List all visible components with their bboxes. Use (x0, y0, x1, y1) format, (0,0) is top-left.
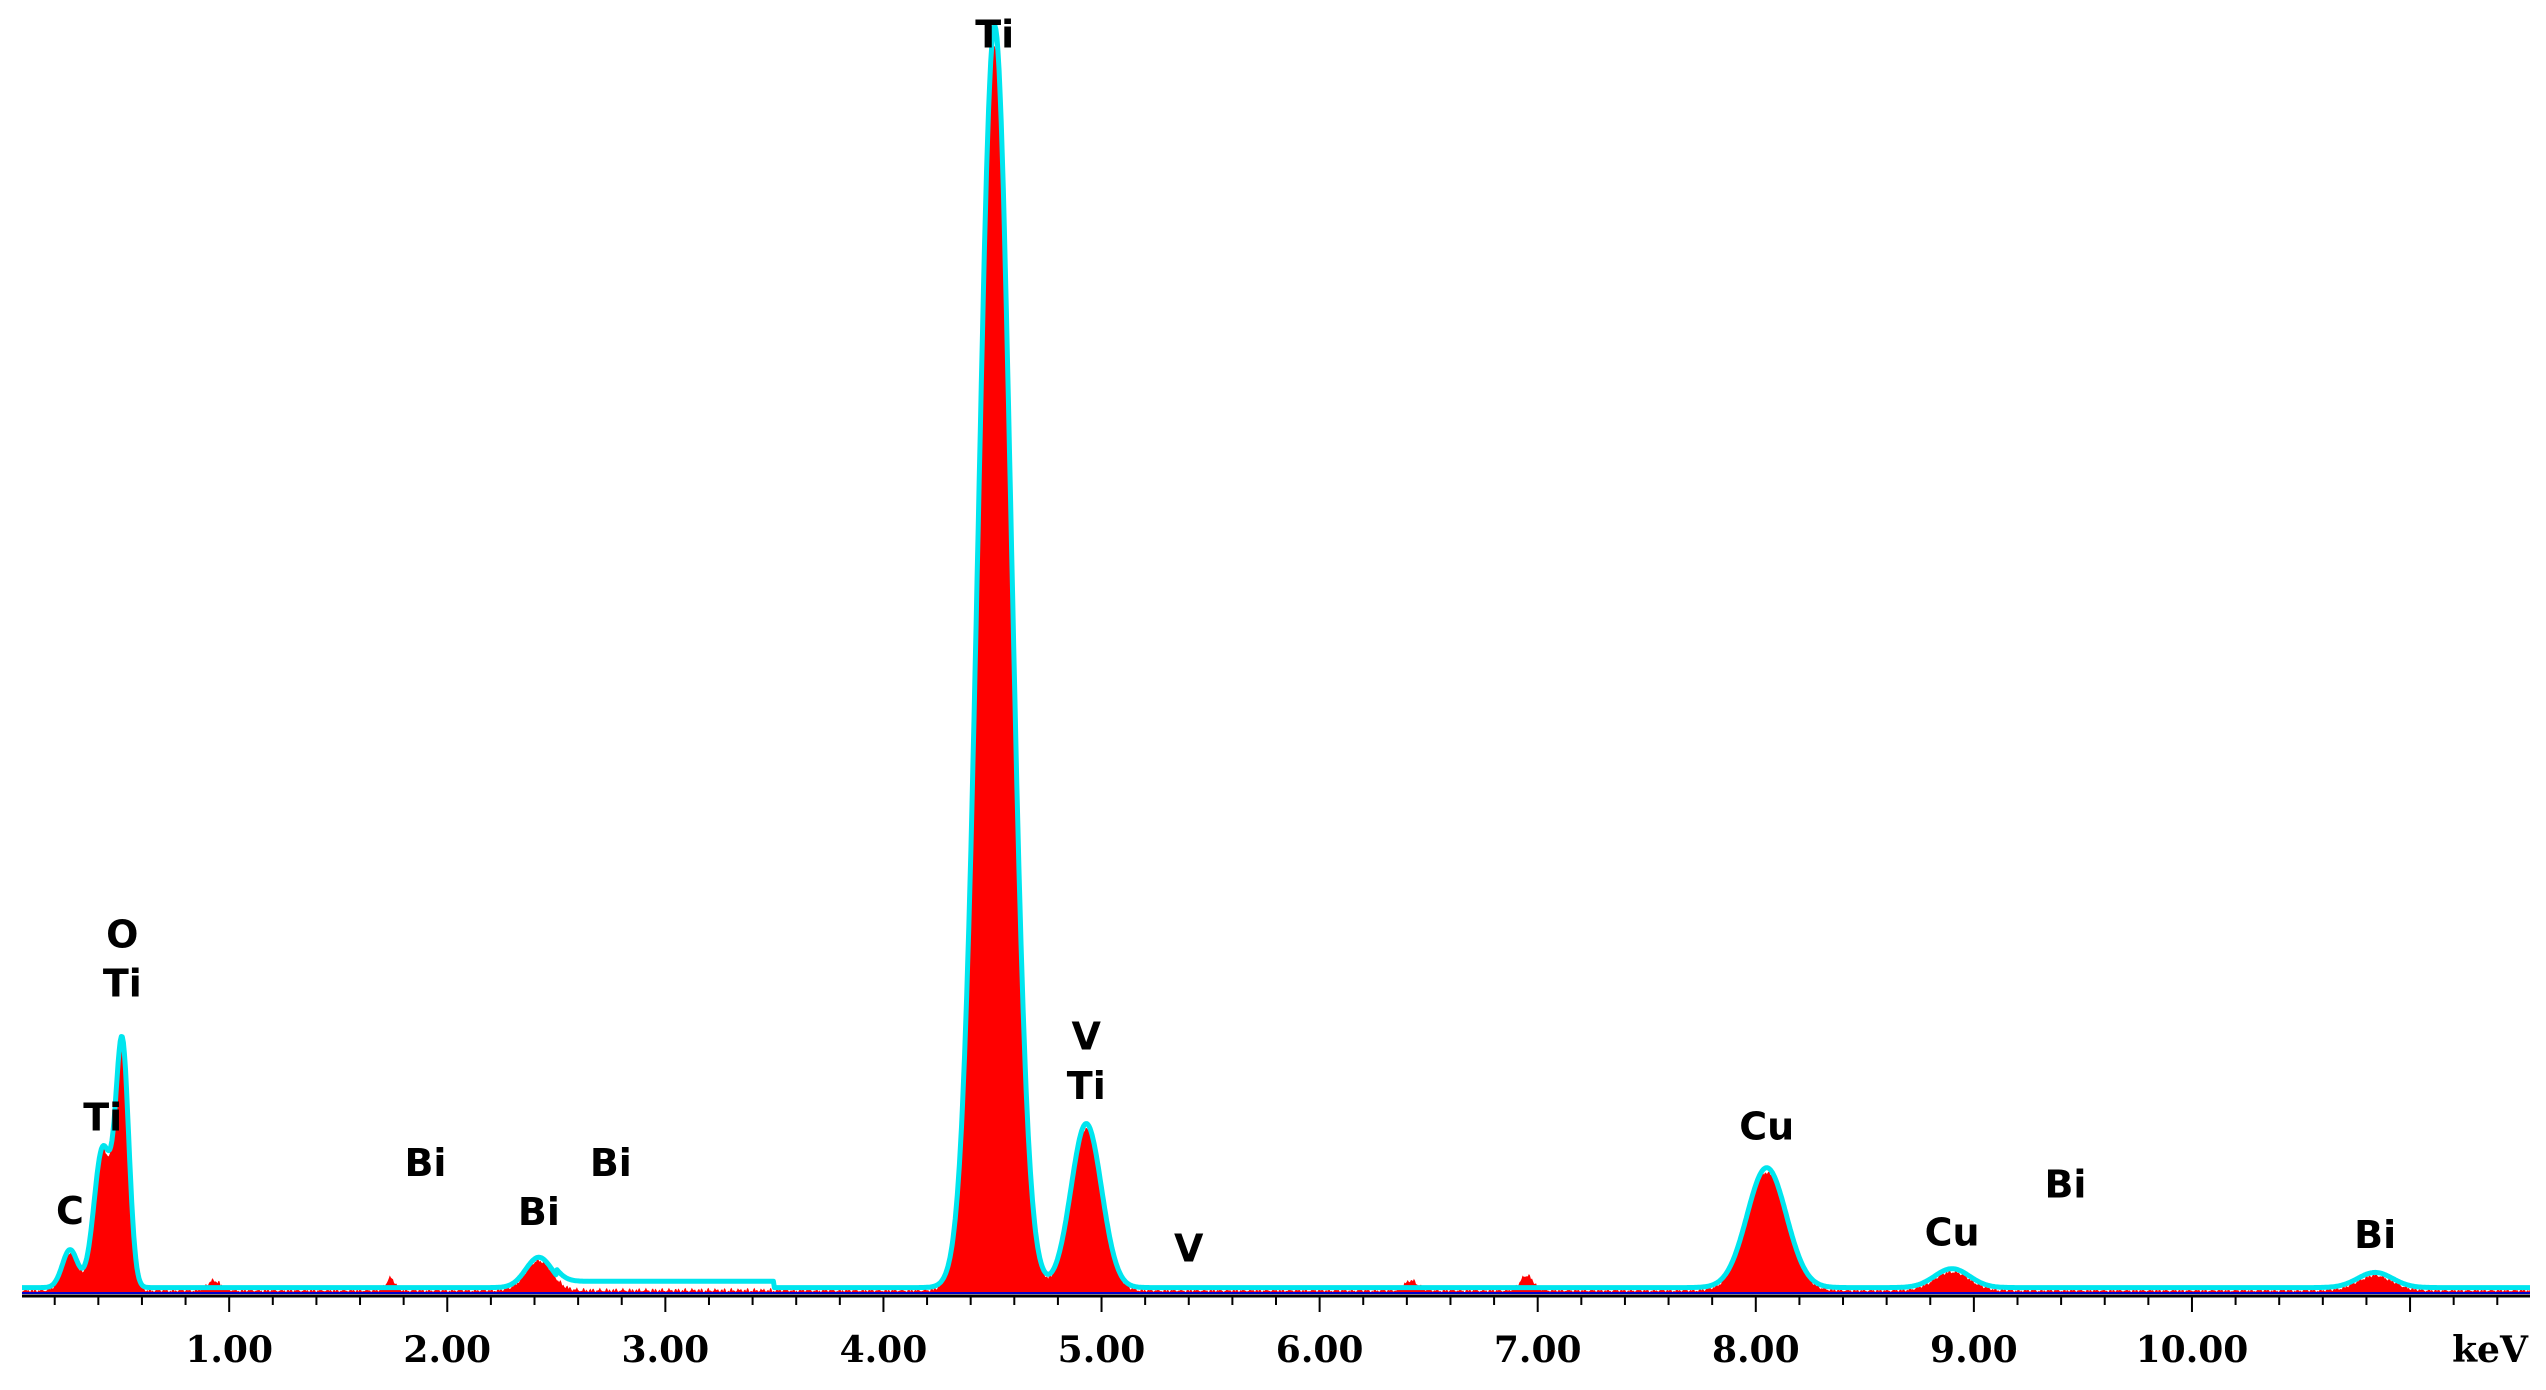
peak-label: Ti (1067, 1064, 1106, 1108)
peak-label: C (56, 1189, 84, 1233)
peak-label: V (1174, 1227, 1204, 1271)
peak-label: Bi (518, 1190, 560, 1234)
x-tick-label: 7.00 (1494, 1329, 1582, 1371)
peak-label: Ti (83, 1095, 122, 1139)
x-tick-label: 4.00 (840, 1329, 928, 1371)
x-tick-label: 9.00 (1930, 1329, 2018, 1371)
x-tick-label: 3.00 (622, 1329, 710, 1371)
peak-label: O (106, 912, 138, 956)
x-tick-label: 1.00 (185, 1329, 273, 1371)
spectrum-fill (22, 46, 2530, 1292)
x-tick-label: 8.00 (1712, 1329, 1800, 1371)
peak-label: Bi (590, 1141, 632, 1185)
peak-label: V (1072, 1015, 1102, 1059)
x-tick-label: 2.00 (403, 1329, 491, 1371)
x-tick-label: 5.00 (1058, 1329, 1146, 1371)
x-axis-unit: keV (2452, 1329, 2529, 1371)
spectrum-plot (20, 23, 2532, 1294)
x-tick-label: 10.00 (2136, 1329, 2249, 1371)
fit-line (20, 23, 2532, 1291)
peak-label: Bi (404, 1141, 446, 1185)
peak-label: Bi (2354, 1213, 2396, 1257)
x-axis: 1.00 2.00 3.00 4.00 5.00 6.00 7.00 8.00 9.00 10.0… (22, 1294, 2530, 1371)
peak-labels: C Ti Ti O Bi Bi Bi Ti V Ti V Cu Cu Bi Bi (56, 13, 2396, 1271)
x-tick-label: 6.00 (1276, 1329, 1364, 1371)
peak-label: Ti (975, 13, 1014, 57)
peak-label: Ti (103, 962, 142, 1006)
peak-label: Cu (1925, 1210, 1980, 1254)
peak-label: Bi (2044, 1162, 2086, 1206)
peak-label: Cu (1739, 1104, 1794, 1148)
